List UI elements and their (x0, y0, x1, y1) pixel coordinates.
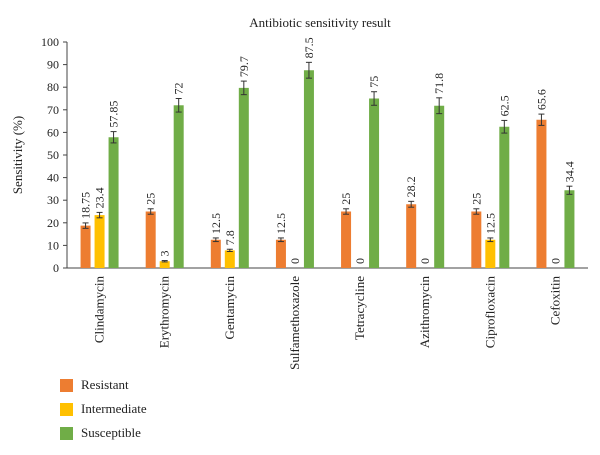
legend-item-resistant: Resistant (60, 373, 147, 397)
data-label: 12.5 (483, 213, 497, 234)
bar-resistant (145, 211, 156, 268)
bar-resistant (80, 225, 91, 268)
data-label: 23.4 (93, 187, 107, 208)
x-axis-ticks: Clindamycin Erythromycin Gentamycin Sulfame… (92, 276, 563, 370)
data-label: 7.8 (223, 230, 237, 245)
x-tick-label: Sulfamethoxazole (287, 276, 302, 370)
bar-resistant (406, 204, 417, 268)
bar-susceptible (238, 87, 249, 269)
y-tick-label: 50 (47, 148, 59, 162)
y-tick-label: 30 (47, 193, 59, 207)
data-label: 0 (288, 258, 302, 264)
x-tick-label: Clindamycin (92, 276, 107, 344)
data-label: 65.6 (534, 89, 548, 110)
data-label: 72 (172, 83, 186, 95)
data-label: 57.85 (107, 101, 121, 128)
data-label: 25 (144, 193, 158, 205)
y-tick-label: 70 (47, 103, 59, 117)
data-label: 79.7 (237, 56, 251, 77)
data-label: 25 (339, 193, 353, 205)
bar-susceptible (369, 98, 380, 268)
x-tick-label: Gentamycin (222, 276, 237, 340)
y-tick-label: 10 (47, 238, 59, 252)
data-label: 87.5 (302, 37, 316, 58)
y-tick-label: 100 (41, 35, 59, 49)
legend-label-resistant: Resistant (81, 377, 129, 392)
bar-susceptible (303, 70, 314, 268)
data-label: 75 (367, 76, 381, 88)
x-tick-label: Erythromycin (157, 276, 172, 349)
data-label: 0 (418, 258, 432, 264)
data-label: 18.75 (79, 192, 93, 219)
legend: Resistant Intermediate Susceptible (60, 373, 147, 445)
bar-intermediate (94, 215, 105, 268)
bar-intermediate (159, 261, 170, 268)
bar-susceptible (108, 137, 119, 268)
bar-intermediate (224, 250, 235, 268)
y-axis-label: Sensitivity (%) (10, 116, 25, 194)
bars-group: 18.75 23.457.852537212.57.879.712.5087.52… (79, 37, 576, 269)
y-tick-label: 60 (47, 125, 59, 139)
legend-label-intermediate: Intermediate (81, 401, 147, 416)
legend-label-susceptible: Susceptible (81, 425, 141, 440)
x-tick-label: Azithromycin (417, 276, 432, 349)
data-label: 71.8 (432, 73, 446, 94)
y-tick-label: 80 (47, 80, 59, 94)
chart-title: Antibiotic sensitivity result (249, 15, 391, 30)
data-label: 25 (469, 193, 483, 205)
bar-susceptible (499, 126, 510, 268)
bar-resistant (341, 211, 352, 268)
legend-swatch-susceptible (60, 426, 73, 440)
data-label: 12.5 (274, 213, 288, 234)
y-tick-label: 40 (47, 171, 59, 185)
legend-item-susceptible: Susceptible (60, 421, 147, 445)
data-label: 34.4 (562, 161, 576, 182)
legend-item-intermediate: Intermediate (60, 397, 147, 421)
bar-resistant (471, 211, 482, 268)
bar-resistant (536, 119, 547, 268)
y-axis-ticks: 0 10 20 30 40 50 60 70 80 90 100 (41, 35, 67, 275)
data-label: 0 (548, 258, 562, 264)
y-tick-label: 90 (47, 58, 59, 72)
legend-swatch-resistant (60, 378, 73, 392)
bar-susceptible (434, 105, 445, 269)
x-tick-label: Tetracycline (352, 276, 367, 340)
data-label: 0 (353, 258, 367, 264)
legend-swatch-intermediate (60, 402, 73, 416)
y-tick-label: 20 (47, 216, 59, 230)
x-tick-label: Ciprofloxacin (482, 276, 497, 349)
bar-resistant (210, 239, 221, 268)
bar-susceptible (564, 190, 575, 268)
y-tick-label: 0 (53, 261, 59, 275)
bar-intermediate (485, 239, 496, 268)
data-label: 62.5 (497, 95, 511, 116)
data-label: 28.2 (404, 176, 418, 197)
bar-susceptible (173, 105, 184, 268)
data-label: 3 (158, 251, 172, 257)
data-label: 12.5 (209, 213, 223, 234)
x-tick-label: Cefoxitin (547, 276, 562, 326)
bar-resistant (275, 239, 286, 268)
